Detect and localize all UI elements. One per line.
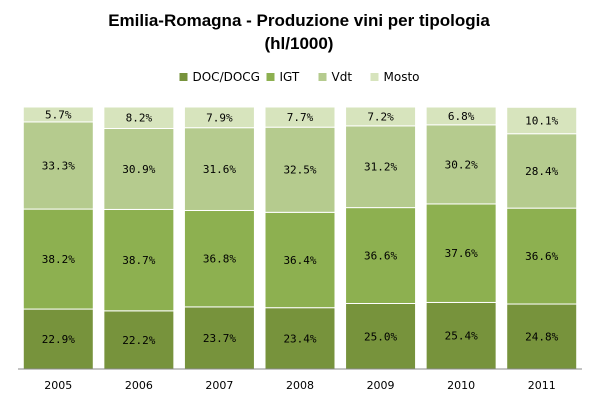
chart-title: Emilia-Romagna - Produzione vini per tip… bbox=[108, 11, 490, 30]
chart-subtitle: (hl/1000) bbox=[265, 34, 334, 53]
legend-swatch bbox=[318, 73, 327, 81]
bar-segment-mosto-2010 bbox=[425, 106, 497, 126]
bar-2007: 23.7% 36.8% 31.6% 7.9% bbox=[183, 106, 255, 370]
bar-segment-igt-2006 bbox=[103, 208, 175, 312]
bar-2009: 25.0% 36.6% 31.2% 7.2% bbox=[345, 106, 417, 370]
data-label-vdt-2005: 33.3% bbox=[42, 159, 75, 172]
data-label-vdt-2008: 32.5% bbox=[283, 164, 316, 177]
legend-item-mosto: Mosto bbox=[370, 70, 420, 84]
bar-segment-igt-2009 bbox=[345, 207, 417, 304]
x-tick-label-2008: 2008 bbox=[286, 379, 314, 392]
data-label-vdt-2007: 31.6% bbox=[203, 163, 236, 176]
bar-segment-mosto-2011 bbox=[506, 106, 578, 135]
data-label-igt-2009: 36.6% bbox=[364, 250, 397, 263]
bar-segment-doc-docg-2008 bbox=[264, 307, 336, 370]
bar-segment-mosto-2006 bbox=[103, 106, 175, 129]
data-label-doc-docg-2005: 22.9% bbox=[42, 333, 75, 346]
legend-swatch bbox=[179, 73, 188, 81]
bar-segment-doc-docg-2005 bbox=[22, 308, 94, 370]
bar-2005: 22.9% 38.2% 33.3% 5.7% bbox=[22, 106, 94, 370]
bar-2008: 23.4% 36.4% 32.5% 7.7% bbox=[264, 106, 336, 370]
data-label-mosto-2009: 7.2% bbox=[367, 110, 394, 123]
bar-segment-igt-2011 bbox=[506, 207, 578, 305]
bar-2010: 25.4% 37.6% 30.2% 6.8% bbox=[425, 106, 497, 370]
bar-segment-mosto-2008 bbox=[264, 106, 336, 128]
data-label-doc-docg-2010: 25.4% bbox=[445, 330, 478, 343]
data-label-doc-docg-2011: 24.8% bbox=[525, 331, 558, 344]
bar-segment-mosto-2007 bbox=[183, 106, 255, 129]
legend-item-igt: IGT bbox=[266, 70, 300, 84]
legend-item-vdt: Vdt bbox=[318, 70, 353, 84]
x-tick-label-2007: 2007 bbox=[205, 379, 233, 392]
bar-segment-vdt-2008 bbox=[264, 126, 336, 213]
legend-swatch bbox=[370, 73, 379, 81]
x-tick-label-2011: 2011 bbox=[528, 379, 556, 392]
bar-segment-igt-2007 bbox=[183, 209, 255, 308]
x-tick-label-2010: 2010 bbox=[447, 379, 475, 392]
data-label-mosto-2011: 10.1% bbox=[525, 114, 558, 127]
x-tick-label-2005: 2005 bbox=[44, 379, 72, 392]
data-label-doc-docg-2006: 22.2% bbox=[122, 334, 155, 347]
plot-area: 22.9% 38.2% 33.3% 5.7% 22.2% 38.7% 30.9% 8.2% 23… bbox=[22, 106, 578, 370]
bar-segment-vdt-2011 bbox=[506, 133, 578, 209]
bar-segment-vdt-2006 bbox=[103, 127, 175, 210]
data-label-mosto-2010: 6.8% bbox=[448, 110, 475, 123]
data-label-igt-2008: 36.4% bbox=[283, 254, 316, 267]
legend-item-doc-docg: DOC/DOCG bbox=[179, 70, 260, 84]
data-label-mosto-2006: 8.2% bbox=[126, 112, 153, 125]
legend-label: DOC/DOCG bbox=[193, 70, 260, 84]
bar-2006: 22.2% 38.7% 30.9% 8.2% bbox=[103, 106, 175, 370]
legend: DOC/DOCG IGT Vdt Mosto bbox=[179, 70, 420, 84]
legend-label: Mosto bbox=[384, 70, 420, 84]
data-label-doc-docg-2009: 25.0% bbox=[364, 330, 397, 343]
legend-label: IGT bbox=[280, 70, 300, 84]
bar-segment-vdt-2010 bbox=[425, 124, 497, 205]
data-label-doc-docg-2008: 23.4% bbox=[283, 332, 316, 345]
data-label-vdt-2009: 31.2% bbox=[364, 161, 397, 174]
data-label-mosto-2005: 5.7% bbox=[45, 108, 72, 121]
bar-segment-vdt-2007 bbox=[183, 127, 255, 211]
bar-segment-mosto-2009 bbox=[345, 106, 417, 127]
bar-segment-mosto-2005 bbox=[22, 106, 94, 123]
bar-segment-igt-2010 bbox=[425, 203, 497, 303]
data-label-igt-2010: 37.6% bbox=[445, 247, 478, 260]
data-label-vdt-2006: 30.9% bbox=[122, 163, 155, 176]
data-label-vdt-2010: 30.2% bbox=[445, 158, 478, 171]
data-label-igt-2005: 38.2% bbox=[42, 253, 75, 266]
data-label-vdt-2011: 28.4% bbox=[525, 165, 558, 178]
data-label-igt-2006: 38.7% bbox=[122, 254, 155, 267]
bar-segment-igt-2005 bbox=[22, 208, 94, 310]
data-label-mosto-2008: 7.7% bbox=[287, 111, 314, 124]
bar-2011: 24.8% 36.6% 28.4% 10.1% bbox=[506, 106, 578, 370]
bar-segment-vdt-2009 bbox=[345, 125, 417, 209]
x-tick-label-2006: 2006 bbox=[125, 379, 153, 392]
bar-segment-doc-docg-2011 bbox=[506, 303, 578, 370]
data-label-igt-2007: 36.8% bbox=[203, 253, 236, 266]
legend-swatch bbox=[266, 73, 275, 81]
legend-label: Vdt bbox=[332, 70, 353, 84]
x-axis-ticks: 2005 2006 2007 2008 2009 2010 2011 bbox=[44, 379, 555, 392]
data-label-doc-docg-2007: 23.7% bbox=[203, 332, 236, 345]
data-label-igt-2011: 36.6% bbox=[525, 250, 558, 263]
x-tick-label-2009: 2009 bbox=[367, 379, 395, 392]
bar-segment-doc-docg-2007 bbox=[183, 306, 255, 370]
data-label-mosto-2007: 7.9% bbox=[206, 111, 233, 124]
